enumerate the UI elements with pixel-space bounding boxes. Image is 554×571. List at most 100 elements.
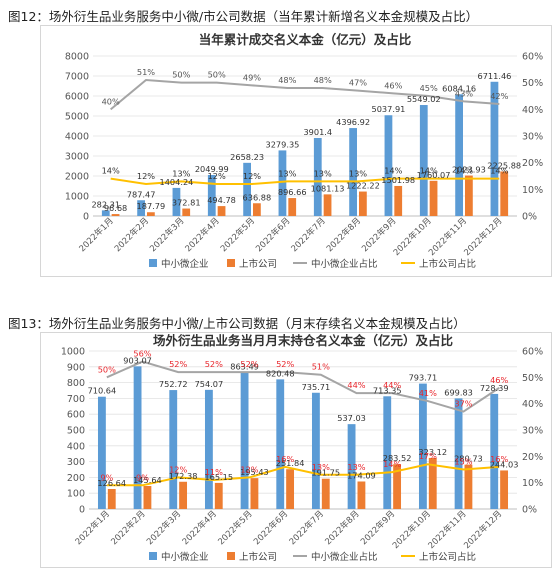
bar-listed (394, 185, 403, 216)
bar-listed (214, 482, 223, 509)
x-tick-label: 2022年7月 (287, 508, 326, 547)
bar-sme (172, 187, 181, 216)
y-tick-label: 7000 (65, 72, 89, 83)
pct-label-sme: 52% (240, 359, 258, 369)
bar-sme (204, 389, 213, 509)
y-tick-label: 0 (79, 505, 85, 516)
y-tick-label: 3000 (65, 152, 89, 163)
bar-sme (278, 150, 287, 216)
bar-sme (418, 383, 427, 509)
y-tick-label: 200 (67, 473, 85, 484)
bar-label-sme: 820.48 (266, 368, 295, 378)
x-tick-label: 2022年9月 (358, 508, 397, 547)
bar-label-sme: 2658.23 (230, 152, 264, 162)
pct-label-listed: 12% (137, 171, 155, 181)
y-tick-label: 500 (67, 426, 85, 437)
bar-label-sme: 793.71 (409, 373, 438, 383)
x-tick-label: 2022年2月 (109, 508, 148, 547)
pct-label-sme: 50% (208, 70, 226, 80)
y2-tick-label: 10% (522, 185, 543, 196)
y2-tick-label: 60% (522, 52, 543, 63)
bar-sme (133, 366, 142, 509)
pct-label-listed: 15% (454, 457, 472, 467)
bar-label-listed: 1081.13 (311, 183, 345, 193)
y-tick-label: 700 (67, 394, 85, 405)
y-tick-label: 6000 (65, 92, 89, 103)
bar-listed (465, 175, 473, 216)
y2-tick-label: 50% (522, 373, 543, 384)
bar-listed (500, 171, 509, 216)
y2-tick-label: 20% (522, 158, 543, 169)
bar-sme (313, 137, 322, 216)
bar-listed (323, 194, 332, 216)
bar-sme (311, 392, 320, 509)
bar-sme (240, 372, 249, 509)
bar-label-sme: 710.64 (88, 386, 117, 396)
pct-label-listed: 14% (420, 166, 438, 176)
bar-label-sme: 282.31 (91, 199, 120, 209)
x-tick-label: 2022年12月 (462, 215, 505, 258)
bar-listed (500, 470, 509, 509)
pct-label-sme: 52% (276, 359, 294, 369)
x-tick-label: 2022年5月 (218, 215, 257, 254)
legend-entry: 上市公司占比 (419, 258, 476, 270)
pct-label-sme: 50% (172, 70, 190, 80)
bar-label-listed: 2225.88 (487, 160, 521, 170)
legend-swatch (149, 259, 157, 267)
bar-listed (253, 203, 261, 216)
y2-tick-label: 0% (522, 505, 537, 516)
bar-label-listed: 494.78 (207, 195, 236, 205)
x-tick-label: 2022年12月 (462, 508, 505, 551)
pct-label-listed: 14% (384, 166, 402, 176)
bar-label-listed: 174.09 (347, 470, 376, 480)
x-tick-label: 2022年6月 (251, 508, 290, 547)
y-tick-label: 400 (67, 441, 85, 452)
y-tick-label: 100 (67, 489, 85, 500)
bar-sme (419, 105, 428, 216)
pct-label-listed: 12% (169, 464, 187, 474)
y2-tick-label: 10% (522, 478, 543, 489)
pct-label-sme: 45% (420, 83, 438, 93)
pct-label-sme: 43% (455, 88, 473, 98)
bar-label-sme: 1404.24 (160, 177, 194, 187)
pct-label-sme: 47% (349, 78, 367, 88)
x-tick-label: 2022年8月 (323, 508, 362, 547)
pct-label-sme: 41% (419, 388, 437, 398)
y2-tick-label: 40% (522, 105, 543, 116)
bar-listed (428, 457, 437, 509)
bar-sme (383, 396, 392, 509)
bar-label-sme: 3279.35 (266, 139, 300, 149)
y-tick-label: 1000 (65, 192, 89, 203)
line-sme-share (106, 360, 500, 413)
bar-label-sme: 5037.91 (372, 104, 406, 114)
bar-sme (207, 175, 216, 216)
line-sme-share (110, 78, 500, 111)
bar-label-sme: 6711.46 (478, 71, 512, 81)
y-tick-label: 900 (67, 362, 85, 373)
legend-entry: 中小微企业占比 (311, 551, 378, 563)
y2-tick-label: 30% (522, 426, 543, 437)
y2-tick-label: 20% (522, 452, 543, 463)
y-tick-label: 8000 (65, 52, 89, 63)
bar-listed (393, 464, 402, 509)
bar-listed (288, 198, 297, 216)
figure-caption-12: 图12：场外衍生品业务服务中小微/市公司数据（当年累计新增名义本金规模及占比） (8, 9, 479, 24)
y-tick-label: 300 (67, 457, 85, 468)
y-tick-label: 1000 (61, 347, 85, 358)
y2-tick-label: 0% (522, 212, 537, 223)
pct-label-sme: 46% (384, 80, 402, 90)
pct-label-listed: 17% (419, 451, 437, 461)
bar-label-sme: 2049.99 (195, 164, 229, 174)
pct-label-listed: 14% (490, 166, 508, 176)
bar-label-listed: 126.64 (97, 478, 126, 488)
y-tick-label: 600 (67, 410, 85, 421)
bar-sme (169, 390, 178, 509)
bar-sme (97, 396, 106, 509)
bar-label-sme: 735.71 (302, 382, 331, 392)
pct-label-listed: 11% (205, 467, 223, 477)
chart-container-cumulative: 当年累计成交名义本金（亿元）及占比 0 1000 2000 3000 4000 5000 60… (40, 25, 552, 277)
bar-sme (137, 200, 145, 216)
x-tick-label: 2022年9月 (360, 215, 399, 254)
pct-label-sme: 51% (312, 362, 330, 372)
pct-label-listed: 9% (136, 472, 149, 482)
